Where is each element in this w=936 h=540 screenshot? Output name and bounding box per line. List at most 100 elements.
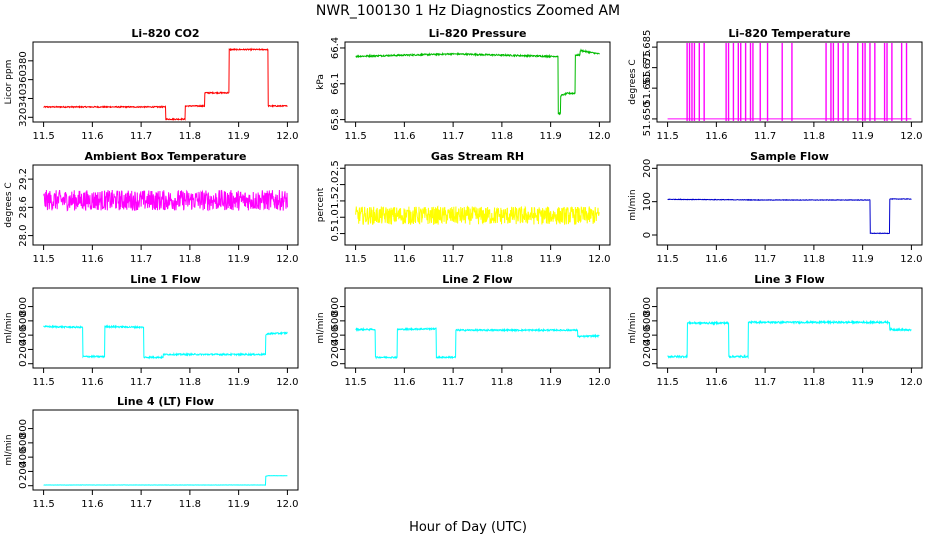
x-tick-label: 11.9 — [540, 131, 562, 142]
x-tick-label: 11.5 — [32, 254, 54, 265]
y-tick-label: 400 — [642, 326, 653, 345]
x-tick-label: 11.6 — [705, 131, 727, 142]
series-group — [355, 326, 600, 360]
x-tick-label: 11.9 — [540, 377, 562, 388]
x-tick-label: 11.6 — [81, 377, 103, 388]
x-tick-label: 11.8 — [803, 254, 825, 265]
panel-title: Ambient Box Temperature — [85, 150, 247, 163]
x-tick-label: 12.0 — [276, 131, 298, 142]
series-line — [355, 48, 600, 116]
panel-title: Gas Stream RH — [431, 150, 524, 163]
y-axis-label: ml/min — [316, 312, 326, 343]
y-tick-label: 800 — [18, 297, 29, 316]
y-tick-label: 29.2 — [18, 168, 29, 190]
x-tick-label: 12.0 — [900, 254, 922, 265]
series-line — [43, 189, 288, 212]
x-tick-label: 12.0 — [588, 131, 610, 142]
y-tick-label: 800 — [330, 297, 341, 316]
y-axis-label: ml/min — [628, 312, 638, 343]
series-line — [667, 197, 912, 235]
x-tick-label: 11.7 — [442, 377, 464, 388]
series-line — [355, 326, 600, 360]
y-tick-label: 1.0 — [330, 209, 341, 225]
x-tick-label: 12.0 — [900, 377, 922, 388]
panel-title: Line 2 Flow — [442, 273, 512, 286]
x-tick-label: 11.6 — [81, 499, 103, 510]
y-tick-label: 400 — [18, 448, 29, 467]
x-tick-label: 11.9 — [852, 254, 874, 265]
panel-title: Line 1 Flow — [130, 273, 200, 286]
plot-frame — [344, 164, 611, 246]
plot-frame — [32, 409, 299, 491]
y-tick-label: 28.0 — [18, 224, 29, 246]
x-tick-label: 12.0 — [276, 377, 298, 388]
series-group — [355, 48, 600, 116]
y-tick-label: 2.5 — [330, 160, 341, 176]
series-group — [43, 189, 288, 212]
plot-frame — [656, 287, 923, 369]
series-group — [43, 324, 288, 360]
x-tick-label: 11.7 — [754, 254, 776, 265]
y-axis-label: ml/min — [4, 312, 14, 343]
x-tick-label: 11.6 — [393, 254, 415, 265]
y-tick-label: 100 — [642, 192, 653, 211]
x-tick-label: 11.7 — [754, 377, 776, 388]
y-tick-label: 600 — [18, 433, 29, 452]
series-line — [355, 205, 600, 225]
x-tick-label: 11.5 — [344, 131, 366, 142]
plot-frame — [656, 164, 923, 246]
x-tick-label: 11.8 — [491, 377, 513, 388]
chart-panel-1: Li–820 CO2 11.5 11.6 11.7 11.8 11.9 12.0 320340… — [4, 27, 299, 142]
y-axis-label: ml/min — [4, 434, 14, 465]
x-tick-label: 11.6 — [393, 377, 415, 388]
x-tick-label: 11.7 — [130, 499, 152, 510]
x-tick-label: 11.8 — [803, 377, 825, 388]
y-tick-label: 0 — [642, 361, 653, 367]
y-tick-label: 66.1 — [330, 73, 341, 95]
x-tick-label: 11.8 — [179, 131, 201, 142]
panel-title: Sample Flow — [750, 150, 829, 163]
x-tick-label: 12.0 — [276, 499, 298, 510]
chart-panel-7: Line 1 Flow 11.5 11.6 11.7 11.8 11.9 12.0 0 2004… — [4, 273, 299, 388]
x-tick-label: 11.7 — [754, 131, 776, 142]
x-tick-label: 11.8 — [179, 499, 201, 510]
x-tick-label: 11.6 — [81, 131, 103, 142]
y-tick-label: 200 — [642, 159, 653, 178]
y-tick-label: 380 — [18, 51, 29, 70]
y-tick-label: 0 — [18, 483, 29, 489]
chart-panel-6: Sample Flow 11.5 11.6 11.7 11.8 11.9 12.0 0 100 2… — [628, 150, 923, 265]
x-tick-label: 11.7 — [442, 254, 464, 265]
x-tick-label: 11.7 — [130, 131, 152, 142]
x-tick-label: 11.8 — [491, 254, 513, 265]
x-tick-label: 11.9 — [852, 377, 874, 388]
chart-panel-3: Li–820 Temperature 11.5 11.6 11.7 11.8 11.9 12… — [628, 27, 923, 142]
y-tick-label: 51.675 — [642, 50, 653, 85]
x-tick-label: 11.5 — [344, 254, 366, 265]
series-line — [43, 475, 288, 486]
y-tick-label: 200 — [330, 340, 341, 359]
y-tick-label: 340 — [18, 89, 29, 108]
x-tick-label: 11.9 — [228, 499, 250, 510]
series-group — [667, 319, 912, 360]
y-axis-label: degrees C — [4, 182, 14, 227]
y-tick-label: 600 — [18, 311, 29, 330]
y-axis-label: degrees C — [628, 59, 638, 104]
x-tick-label: 11.9 — [852, 131, 874, 142]
x-tick-label: 11.5 — [656, 254, 678, 265]
panel-title: Li–820 CO2 — [131, 27, 199, 40]
y-tick-label: 0 — [18, 361, 29, 367]
x-tick-label: 11.8 — [491, 131, 513, 142]
series-group — [667, 43, 912, 121]
panel-title: Line 3 Flow — [754, 273, 824, 286]
series-group — [667, 197, 912, 235]
plot-frame — [656, 41, 923, 123]
y-tick-label: 320 — [18, 108, 29, 127]
series-group — [43, 47, 288, 121]
figure-title: NWR_100130 1 Hz Diagnostics Zoomed AM — [316, 3, 620, 19]
y-tick-label: 28.6 — [18, 196, 29, 218]
panel-title: Li–820 Pressure — [429, 27, 527, 40]
series-group — [43, 475, 288, 486]
y-tick-label: 200 — [642, 340, 653, 359]
